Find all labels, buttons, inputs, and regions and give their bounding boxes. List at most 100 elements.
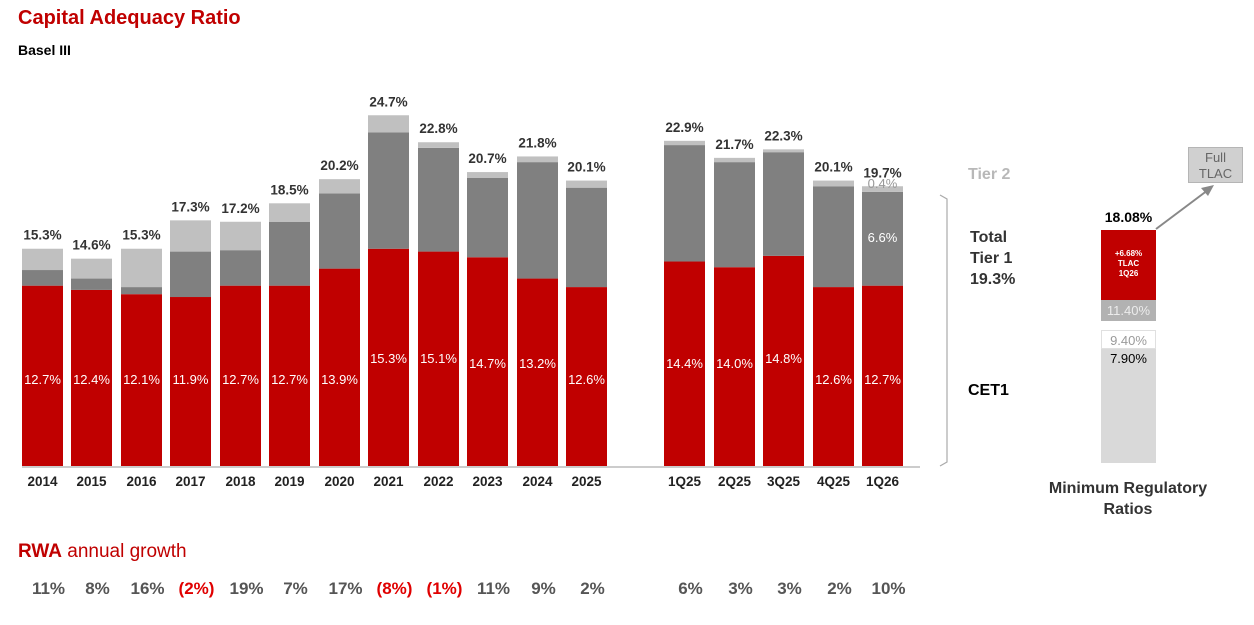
bar-tier2-2Q25 <box>714 157 755 163</box>
bar-cet1-1Q25 <box>664 261 705 466</box>
label-cet1-2019: 12.7% <box>271 372 308 387</box>
bar-at1-2016 <box>121 287 162 295</box>
bar-cet1-2020 <box>319 268 360 466</box>
label-total-2014: 15.3% <box>23 228 61 243</box>
tick-2021: 2021 <box>373 474 404 489</box>
bar-at1-2022 <box>418 147 459 252</box>
bar-at1-2018 <box>220 250 261 286</box>
full-tlac-line2: TLAC <box>1198 166 1233 181</box>
bar-at1-3Q25 <box>763 152 804 256</box>
label-cet1-2018: 12.7% <box>222 372 259 387</box>
label-cet1-2023: 14.7% <box>469 356 506 371</box>
rwa-title: RWA annual growth <box>18 541 187 563</box>
rwa-growth-2015: 8% <box>85 579 110 598</box>
tick-3Q25: 3Q25 <box>767 474 801 489</box>
bar-tier2-2015 <box>71 258 112 279</box>
tlac-arrow-head <box>1201 185 1214 196</box>
bar-at1-2017 <box>170 251 211 298</box>
label-total-2022: 22.8% <box>419 121 457 136</box>
rwa-growth-2Q25: 3% <box>728 579 753 598</box>
min-regulatory-total: 18.08% <box>1104 209 1153 225</box>
label-cet1-2014: 12.7% <box>24 372 61 387</box>
label-total-2018: 17.2% <box>221 201 259 216</box>
tlac-arrow <box>1155 189 1209 230</box>
bar-tier2-2024 <box>517 156 558 163</box>
tick-2016: 2016 <box>126 474 157 489</box>
bar-tier2-1Q25 <box>664 140 705 146</box>
label-tier2-1Q26: 0.4% <box>868 176 898 191</box>
tick-2022: 2022 <box>423 474 453 489</box>
bar-tier2-2023 <box>467 172 508 178</box>
legend-tier1-line3: 19.3% <box>970 271 1016 288</box>
tick-4Q25: 4Q25 <box>817 474 851 489</box>
bar-at1-2019 <box>269 221 310 286</box>
chart-subtitle: Basel III <box>18 42 71 58</box>
tlac-line2: TLAC <box>1117 259 1140 268</box>
bar-tier2-2018 <box>220 221 261 251</box>
label-cet1-2016: 12.1% <box>123 372 160 387</box>
bar-at1-1Q26 <box>862 191 903 286</box>
bar-cet1-2023 <box>467 257 508 466</box>
label-total-2019: 18.5% <box>270 182 308 197</box>
tick-2017: 2017 <box>175 474 205 489</box>
min-label-line2: Ratios <box>1103 501 1153 518</box>
label-total-2020: 20.2% <box>320 158 358 173</box>
label-total-3Q25: 22.3% <box>764 128 802 143</box>
bar-cet1-2018 <box>220 285 261 466</box>
bar-tier2-2019 <box>269 203 310 222</box>
tlac-line3: 1Q26 <box>1118 269 1139 278</box>
label-cet1-2022: 15.1% <box>420 351 457 366</box>
label-total-2025: 20.1% <box>567 160 605 175</box>
tick-2023: 2023 <box>472 474 503 489</box>
label-at1-1Q26: 6.6% <box>868 230 898 245</box>
label-cet1-4Q25: 12.6% <box>815 372 852 387</box>
bar-tier2-2016 <box>121 248 162 288</box>
tick-2018: 2018 <box>225 474 256 489</box>
tick-2014: 2014 <box>27 474 58 489</box>
bar-cet1-2015 <box>71 289 112 466</box>
full-tlac-line1: Full <box>1205 150 1226 165</box>
legend-tier1-line2: Tier 1 <box>970 250 1013 267</box>
bar-tier2-4Q25 <box>813 180 854 187</box>
tlac-box: +6.68% TLAC 1Q26 <box>1101 230 1156 300</box>
rwa-growth-2016: 16% <box>130 579 165 598</box>
bar-at1-2015 <box>71 278 112 290</box>
legend-total-tier1: Total Tier 1 19.3% <box>970 227 1015 290</box>
label-total-2016: 15.3% <box>122 228 160 243</box>
rwa-growth-2018: 19% <box>229 579 264 598</box>
tick-2024: 2024 <box>522 474 553 489</box>
bar-cet1-2016 <box>121 294 162 466</box>
tick-2015: 2015 <box>76 474 107 489</box>
bar-cet1-2019 <box>269 285 310 466</box>
tick-1Q25: 1Q25 <box>668 474 702 489</box>
label-total-2021: 24.7% <box>369 94 407 109</box>
label-cet1-2024: 13.2% <box>519 356 556 371</box>
bar-tier2-2017 <box>170 220 211 252</box>
rwa-title-bold: RWA <box>18 541 62 562</box>
legend-tier2: Tier 2 <box>968 166 1011 183</box>
bar-cet1-2022 <box>418 251 459 466</box>
label-total-1Q25: 22.9% <box>665 120 703 135</box>
chart-title: Capital Adequacy Ratio <box>18 7 241 29</box>
bar-tier2-2014 <box>22 248 63 271</box>
label-cet1-2Q25: 14.0% <box>716 356 753 371</box>
rwa-growth-2017: (2%) <box>178 579 215 598</box>
label-total-2023: 20.7% <box>468 151 506 166</box>
bar-cet1-2024 <box>517 278 558 466</box>
bar-at1-1Q25 <box>664 145 705 262</box>
bar-at1-2020 <box>319 193 360 269</box>
label-total-4Q25: 20.1% <box>814 160 852 175</box>
rwa-growth-2022: (1%) <box>426 579 463 598</box>
bar-at1-4Q25 <box>813 186 854 288</box>
rwa-growth-2023: 11% <box>476 579 511 598</box>
bar-at1-2Q25 <box>714 162 755 268</box>
rwa-title-rest: annual growth <box>61 541 187 562</box>
bar-at1-2024 <box>517 162 558 279</box>
rwa-growth-2021: (8%) <box>376 579 413 598</box>
rwa-growth-3Q25: 3% <box>777 579 802 598</box>
rwa-growth-4Q25: 2% <box>827 579 852 598</box>
rwa-growth-1Q26: 10% <box>871 579 906 598</box>
rwa-growth-2020: 17% <box>328 579 363 598</box>
bar-at1-2025 <box>566 187 607 288</box>
rwa-growth-2025: 2% <box>580 579 605 598</box>
